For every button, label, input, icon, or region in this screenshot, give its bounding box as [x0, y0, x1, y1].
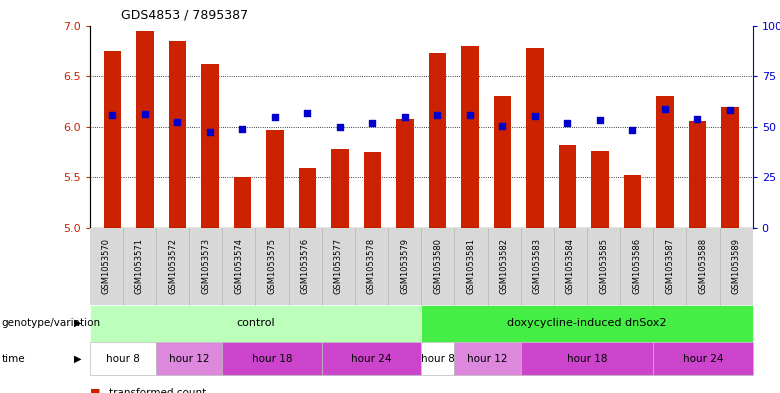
Point [236, 126, 249, 132]
Text: GSM1053573: GSM1053573 [201, 238, 211, 294]
Bar [266, 130, 284, 228]
Text: ■: ■ [90, 388, 100, 393]
Text: GSM1053585: GSM1053585 [599, 238, 608, 294]
Bar [363, 152, 381, 228]
Bar [494, 96, 512, 228]
Point [463, 112, 476, 118]
Point [431, 112, 444, 118]
Bar [623, 175, 641, 228]
Text: GSM1053575: GSM1053575 [268, 238, 277, 294]
Point [594, 116, 606, 123]
Text: genotype/variation: genotype/variation [2, 318, 101, 328]
Bar [461, 46, 479, 228]
Bar [689, 121, 707, 228]
Point [139, 110, 151, 117]
Point [724, 107, 736, 113]
Text: GSM1053576: GSM1053576 [300, 238, 310, 294]
Text: GSM1053587: GSM1053587 [665, 238, 675, 294]
Text: GSM1053584: GSM1053584 [566, 238, 575, 294]
Text: ▶: ▶ [74, 354, 82, 364]
Point [171, 119, 184, 125]
Point [204, 129, 216, 135]
Bar [591, 151, 609, 228]
Text: GSM1053578: GSM1053578 [367, 238, 376, 294]
Text: GSM1053588: GSM1053588 [698, 238, 707, 294]
Text: GSM1053580: GSM1053580 [433, 238, 442, 294]
Bar [136, 31, 154, 228]
Text: hour 24: hour 24 [351, 354, 392, 364]
Point [562, 119, 574, 126]
Bar [656, 96, 674, 228]
Bar [428, 53, 446, 228]
Text: GSM1053572: GSM1053572 [168, 238, 177, 294]
Text: hour 12: hour 12 [169, 354, 209, 364]
Bar [233, 177, 251, 228]
Text: transformed count: transformed count [109, 388, 207, 393]
Text: doxycycline-induced dnSox2: doxycycline-induced dnSox2 [507, 318, 667, 328]
Point [691, 116, 704, 122]
Point [367, 119, 379, 126]
Point [658, 105, 671, 112]
Point [529, 112, 541, 119]
Text: time: time [2, 354, 25, 364]
Text: GSM1053586: GSM1053586 [632, 238, 641, 294]
Point [496, 123, 509, 129]
Text: GSM1053582: GSM1053582 [499, 238, 509, 294]
Text: GSM1053579: GSM1053579 [400, 238, 410, 294]
Bar [299, 168, 317, 228]
Point [334, 123, 346, 130]
Text: GSM1053583: GSM1053583 [533, 238, 542, 294]
Text: GDS4853 / 7895387: GDS4853 / 7895387 [121, 9, 248, 22]
Bar [558, 145, 576, 228]
Bar [721, 107, 739, 228]
Text: GSM1053574: GSM1053574 [234, 238, 243, 294]
Text: hour 18: hour 18 [567, 354, 607, 364]
Bar [396, 119, 414, 228]
Text: GSM1053571: GSM1053571 [135, 238, 144, 294]
Text: GSM1053581: GSM1053581 [466, 238, 476, 294]
Text: hour 8: hour 8 [106, 354, 140, 364]
Bar [331, 149, 349, 228]
Bar [201, 64, 219, 228]
Bar [526, 48, 544, 228]
Point [268, 114, 281, 120]
Text: ▶: ▶ [74, 318, 82, 328]
Bar [104, 51, 122, 228]
Text: GSM1053577: GSM1053577 [334, 238, 343, 294]
Point [399, 114, 411, 120]
Point [301, 109, 314, 116]
Text: GSM1053570: GSM1053570 [101, 238, 111, 294]
Bar [168, 41, 186, 228]
Text: GSM1053589: GSM1053589 [732, 238, 741, 294]
Text: hour 12: hour 12 [467, 354, 508, 364]
Point [626, 127, 639, 133]
Text: hour 18: hour 18 [252, 354, 292, 364]
Text: hour 24: hour 24 [682, 354, 723, 364]
Point [106, 112, 119, 118]
Text: hour 8: hour 8 [421, 354, 455, 364]
Text: control: control [236, 318, 275, 328]
